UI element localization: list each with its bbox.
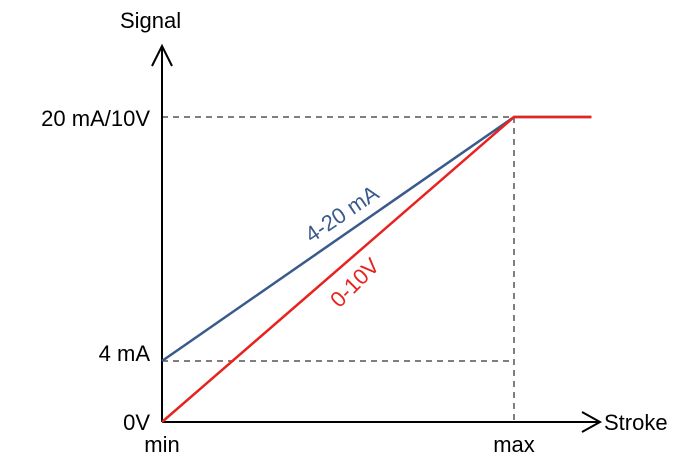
y-axis-arrow — [151, 43, 173, 67]
y-tick-label-20ma-10v: 20 mA/10V — [41, 106, 150, 131]
y-tick-label-0v: 0V — [123, 410, 150, 435]
y-axis-title: Signal — [120, 8, 181, 33]
x-axis-arrow — [581, 411, 603, 433]
series-label-0-10v: 0-10V — [325, 253, 384, 312]
x-tick-label-min: min — [144, 432, 179, 457]
series-line-0-10v — [161, 115, 592, 423]
series-group — [161, 115, 592, 423]
x-axis-title: Stroke — [604, 410, 668, 435]
series-line-4-20ma — [161, 115, 592, 363]
x-tick-label-max: max — [493, 432, 535, 457]
y-tick-label-4ma: 4 mA — [99, 341, 151, 366]
guide-lines — [162, 116, 515, 422]
